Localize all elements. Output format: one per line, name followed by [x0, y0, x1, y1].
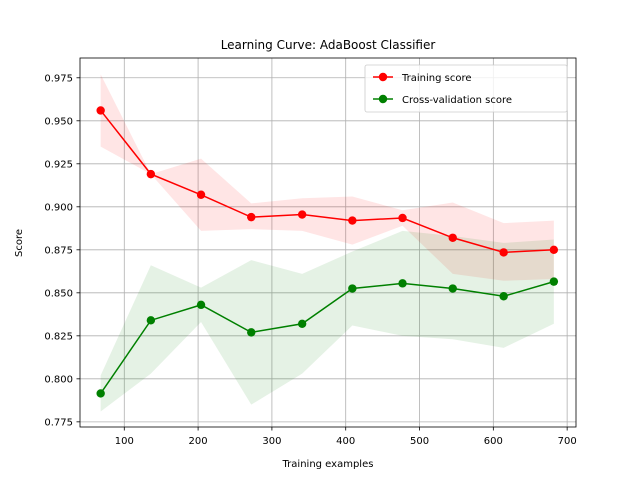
- y-tick-label: 0.800: [44, 374, 73, 385]
- x-axis-label: Training examples: [282, 459, 374, 470]
- plot-area: 100 200 300 400 500 600 700 0.775 0.800 0.825 0.85…: [44, 57, 577, 447]
- legend-training-label: Training score: [401, 73, 472, 84]
- cv-score-point: [549, 277, 559, 286]
- legend-cv-label: Cross-validation score: [402, 95, 512, 106]
- training-score-point: [549, 245, 559, 255]
- training-score-point: [297, 210, 307, 219]
- x-tick-label: 500: [410, 436, 429, 447]
- y-tick-label: 0.950: [44, 116, 73, 127]
- legend-cv-marker-swatch: [378, 94, 388, 104]
- y-tick-label: 0.900: [44, 202, 73, 213]
- training-score-line: [100, 110, 554, 254]
- cv-score-line: [100, 280, 555, 394]
- x-tick-label: 100: [115, 436, 134, 447]
- legend-training-marker-swatch: [378, 72, 388, 82]
- x-tick-label: 400: [336, 436, 355, 447]
- training-score-point: [247, 212, 256, 222]
- x-tick-label: 200: [189, 436, 208, 447]
- cv-score-point: [96, 389, 105, 398]
- cv-score-point: [146, 316, 156, 325]
- cv-score-point: [297, 319, 307, 328]
- training-score-point: [448, 233, 457, 242]
- y-tick-label: 0.850: [44, 288, 73, 299]
- x-tick-label: 700: [558, 436, 577, 447]
- training-score-point: [96, 106, 105, 115]
- legend: Training score Cross-validation score: [364, 64, 568, 113]
- training-score-point: [499, 248, 508, 257]
- x-tick-label: 300: [262, 436, 281, 447]
- training-score-point: [146, 169, 156, 179]
- y-tick-label: 0.875: [44, 245, 73, 256]
- cv-score-point: [499, 292, 508, 301]
- cv-score-point: [247, 328, 256, 337]
- y-tick-label: 0.825: [44, 331, 73, 342]
- y-tick-label: 0.925: [44, 159, 73, 170]
- y-axis-label: Score: [14, 229, 25, 257]
- training-score-point: [398, 213, 407, 223]
- x-tick-label: 600: [484, 436, 503, 447]
- y-tick-label: 0.975: [44, 73, 73, 84]
- cv-score-point: [398, 279, 407, 288]
- training-score-point: [196, 190, 206, 199]
- y-tick-label: 0.775: [44, 417, 73, 428]
- cv-score-point: [348, 284, 357, 293]
- training-score-band: [100, 74, 554, 281]
- axes-frame: [79, 57, 577, 428]
- training-score-point: [348, 216, 357, 225]
- chart-title: Learning Curve: AdaBoost Classifier: [221, 38, 436, 52]
- legend-box: [364, 64, 568, 113]
- cv-score-band: [100, 230, 554, 412]
- cv-score-point: [448, 284, 457, 293]
- cv-score-point: [196, 300, 206, 310]
